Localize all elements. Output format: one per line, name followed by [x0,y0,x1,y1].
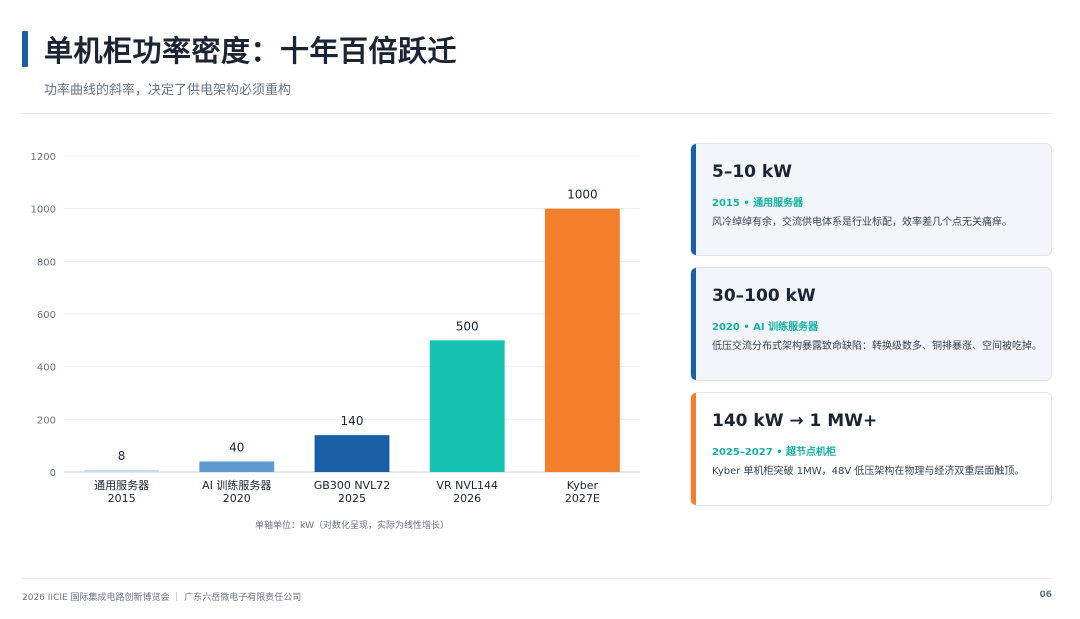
bar [199,461,275,472]
footer-text: 2026 IICIE 国际集成电路创新博览会 ｜ 广东六岳微电子有限责任公司 [22,593,302,603]
title-accent-bar [22,31,28,67]
bar-data-label: 500 [456,319,479,333]
x-tick-year: 2015 [108,492,136,505]
x-tick-label: Kyber [567,479,599,492]
card-accent-bar [691,393,696,505]
footer-divider [22,578,1052,579]
card-era-tag: 2015 • 通用服务器 [712,198,804,209]
x-tick-label: 通用服务器 [94,479,149,492]
era-card-2025-2027: 140 kW → 1 MW+ 2025–2027 • 超节点机柜 Kyber 单… [690,392,1052,506]
bar [314,435,390,472]
rack-power-chart: 0 200 400 600 800 1000 1200 8 通用服务器 2015 40 AI 训练服务… [22,140,662,540]
y-tick-label: 800 [37,257,56,268]
card-accent-bar [691,144,696,255]
x-tick-label: VR NVL144 [436,479,498,492]
card-era-tag: 2025–2027 • 超节点机柜 [712,447,837,458]
y-tick-label: 1000 [31,205,56,216]
card-accent-bar [691,268,696,380]
card-power-value: 30–100 kW [712,286,816,306]
card-power-value: 5–10 kW [712,162,792,182]
y-tick-label: 600 [37,310,56,321]
x-tick-year: 2027E [565,492,600,505]
bar [429,340,505,472]
x-tick-label: AI 训练服务器 [202,478,271,492]
era-card-2015: 5–10 kW 2015 • 通用服务器 风冷绰绰有余，交流供电体系是行业标配，… [690,143,1052,256]
card-description: 低压交流分布式架构暴露致命缺陷：转换级数多、铜排暴涨、空间被吃掉。 [712,341,1042,352]
x-tick-year: 2026 [453,492,481,505]
card-power-value: 140 kW → 1 MW+ [712,411,878,431]
bar-data-label: 140 [341,414,364,428]
y-tick-label: 1200 [31,152,56,163]
page-subtitle: 功率曲线的斜率，决定了供电架构必须重构 [44,83,292,98]
bar [544,208,620,472]
x-tick-label: GB300 NVL72 [314,479,390,492]
card-description: Kyber 单机柜突破 1MW，48V 低压架构在物理与经济双重层面触顶。 [712,466,1025,477]
bar-data-label: 40 [229,440,244,454]
y-tick-label: 400 [37,363,56,374]
page-number: 06 [1039,590,1052,600]
x-tick-year: 2020 [223,492,251,505]
bar-data-label: 8 [118,449,126,463]
x-tick-year: 2025 [338,492,366,505]
bar [84,469,160,472]
era-card-2020: 30–100 kW 2020 • AI 训练服务器 低压交流分布式架构暴露致命缺… [690,267,1052,381]
page-title: 单机柜功率密度：十年百倍跃迁 [44,34,458,68]
chart-unit-note: 单轴单位：kW（对数化呈现，实际为线性增长） [255,519,449,531]
card-era-tag: 2020 • AI 训练服务器 [712,322,819,333]
y-tick-label: 200 [37,415,56,426]
card-description: 风冷绰绰有余，交流供电体系是行业标配，效率差几个点无关痛痒。 [712,217,1012,228]
y-tick-label: 0 [50,468,56,479]
header-divider [22,113,1052,114]
bar-data-label: 1000 [567,188,598,202]
